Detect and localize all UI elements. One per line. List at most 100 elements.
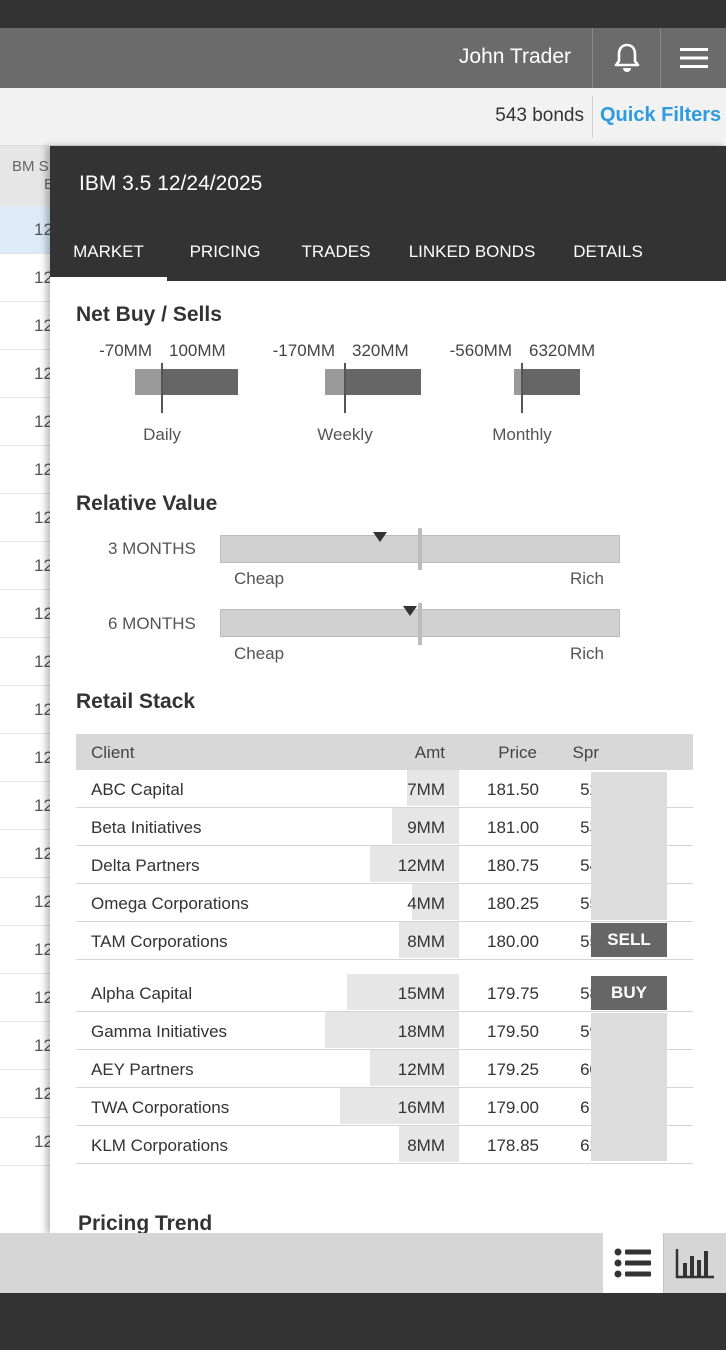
stack-cell-price: 179.50 <box>487 1022 539 1041</box>
net-buy-label: 6320MM <box>529 341 596 360</box>
background-table-row[interactable]: 12 <box>0 878 51 926</box>
relative-value-3m-rich-label: Rich <box>570 569 605 588</box>
quick-filters-link[interactable]: Quick Filters <box>600 104 722 126</box>
column-client: Client <box>91 743 135 762</box>
relative-value-6m-rich-label: Rich <box>570 644 605 663</box>
relative-value-3m-cheap-label: Cheap <box>234 569 285 588</box>
sell-button[interactable]: SELL <box>591 923 667 957</box>
tab-linked-bonds[interactable]: LINKED BONDS <box>408 242 536 261</box>
stack-row[interactable]: TAM Corporations 8MM 180.00 55 <box>76 922 693 960</box>
net-buy-label: 320MM <box>352 341 409 360</box>
background-table-row[interactable]: 12 <box>0 734 51 782</box>
stack-row[interactable]: Delta Partners 12MM 180.75 54 <box>76 846 693 884</box>
stack-row[interactable]: ABC Capital 7MM 181.50 52 <box>76 770 693 808</box>
background-table-row[interactable]: 12 <box>0 302 51 350</box>
stack-cell-amt: 16MM <box>397 1098 445 1117</box>
bond-count: 543 bonds <box>495 105 584 126</box>
notifications-button[interactable] <box>592 28 660 88</box>
stack-row[interactable]: Gamma Initiatives 18MM 179.50 59 <box>76 1012 693 1050</box>
net-zero-tick <box>161 363 163 413</box>
relative-value-6m-label: 6 MONTHS <box>108 614 196 633</box>
background-table-header: BM S B <box>0 146 51 206</box>
net-sell-bar <box>325 369 345 395</box>
chart-view-button[interactable] <box>663 1233 726 1293</box>
stack-row[interactable]: AEY Partners 12MM 179.25 60 <box>76 1050 693 1088</box>
background-table-row[interactable]: 12 <box>0 1070 51 1118</box>
list-view-button[interactable] <box>603 1233 663 1293</box>
relative-value-3m-midline <box>418 528 422 570</box>
relative-value-3m-label: 3 MONTHS <box>108 539 196 558</box>
stack-row[interactable]: Beta Initiatives 9MM 181.00 53 <box>76 808 693 846</box>
stack-row[interactable]: KLM Corporations 8MM 178.85 62 <box>76 1126 693 1164</box>
stack-cell-amt: 18MM <box>397 1022 445 1041</box>
background-table-row[interactable]: 12 <box>0 542 51 590</box>
net-buy-bar <box>345 369 421 395</box>
bid-rows: Alpha Capital 15MM 179.75 58 Gamma Initiativ… <box>76 974 693 1164</box>
filter-bar: 543 bonds Quick Filters <box>0 88 726 146</box>
background-table-row[interactable]: 12 <box>0 494 51 542</box>
stack-cell-client: KLM Corporations <box>91 1136 229 1155</box>
background-table-row[interactable]: 12 <box>0 638 51 686</box>
tab-pricing[interactable]: PRICING <box>189 242 261 261</box>
net-buy-bar <box>522 369 580 395</box>
amount-bar <box>340 1088 459 1124</box>
net-sell-label: -170MM <box>272 341 335 360</box>
background-table-row[interactable]: 12 <box>0 446 51 494</box>
retail-stack-table: Client Amt Price Spr ABC Capital 7MM 181.5… <box>76 734 693 1164</box>
menu-button[interactable] <box>660 28 726 88</box>
stack-cell-amt: 4MM <box>407 894 445 913</box>
view-toggle-bar <box>0 1233 726 1293</box>
background-table-row[interactable]: 12 <box>0 830 51 878</box>
amount-bar <box>412 884 459 920</box>
user-name[interactable]: John Trader <box>458 45 571 68</box>
net-sell-bar <box>514 369 522 395</box>
stack-cell-price: 179.00 <box>487 1098 539 1117</box>
panel-tabs: MARKET PRICING TRADES LINKED BONDS DETAI… <box>50 240 726 281</box>
tab-details[interactable]: DETAILS <box>573 242 643 261</box>
stack-cell-client: Beta Initiatives <box>91 818 202 837</box>
stack-cell-price: 179.75 <box>487 984 539 1003</box>
tab-trades[interactable]: TRADES <box>301 242 371 261</box>
background-table-row[interactable]: 12 <box>0 590 51 638</box>
background-table-row[interactable]: 12 <box>0 782 51 830</box>
background-table-row[interactable]: 12 <box>0 686 51 734</box>
buy-button[interactable]: BUY <box>591 976 667 1010</box>
stack-cell-client: ABC Capital <box>91 780 184 799</box>
background-table-row[interactable]: 12 <box>0 398 51 446</box>
amount-bar <box>325 1012 459 1048</box>
background-table-row[interactable]: 12 <box>0 206 51 254</box>
stack-cell-client: Gamma Initiatives <box>91 1022 228 1041</box>
bond-detail-panel: IBM 3.5 12/24/2025 MARKET PRICING TRADES… <box>50 146 726 1234</box>
stack-gap <box>76 960 693 974</box>
net-buy-sells-daily: -70MM 100MM Daily <box>50 341 726 451</box>
net-buy-sells-monthly: -560MM 6320MM Monthly <box>50 341 726 451</box>
stack-cell-price: 180.25 <box>487 894 539 913</box>
stack-cell-amt: 12MM <box>397 856 445 875</box>
stack-row[interactable]: TWA Corporations 16MM 179.00 61 <box>76 1088 693 1126</box>
background-table-row[interactable]: 12 <box>0 1118 51 1166</box>
stack-cell-client: TWA Corporations <box>91 1098 230 1117</box>
background-table-row[interactable]: 12 <box>0 1022 51 1070</box>
net-sell-label: -70MM <box>99 341 152 360</box>
background-table-row[interactable]: 12 <box>0 926 51 974</box>
retail-stack-title: Retail Stack <box>76 690 196 713</box>
amount-bar <box>370 846 459 882</box>
amount-bar <box>370 1050 459 1086</box>
net-buy-sells-weekly: -170MM 320MM Weekly <box>50 341 726 451</box>
amount-bar <box>347 974 459 1010</box>
stack-cell-amt: 8MM <box>407 932 445 951</box>
bottom-bar <box>0 1293 726 1350</box>
net-buy-label: 100MM <box>169 341 226 360</box>
stack-row[interactable]: Alpha Capital 15MM 179.75 58 <box>76 974 693 1012</box>
net-period-label: Weekly <box>317 425 373 444</box>
background-table-row[interactable]: 12 <box>0 974 51 1022</box>
tab-market[interactable]: MARKET <box>50 240 167 281</box>
offer-action-column <box>591 772 667 920</box>
background-table-row[interactable]: 12 <box>0 254 51 302</box>
background-table-row[interactable]: 12 <box>0 350 51 398</box>
net-buy-bar <box>162 369 238 395</box>
stack-cell-amt: 12MM <box>397 1060 445 1079</box>
stack-cell-price: 181.50 <box>487 780 539 799</box>
retail-stack-header: Client Amt Price Spr <box>76 734 693 770</box>
